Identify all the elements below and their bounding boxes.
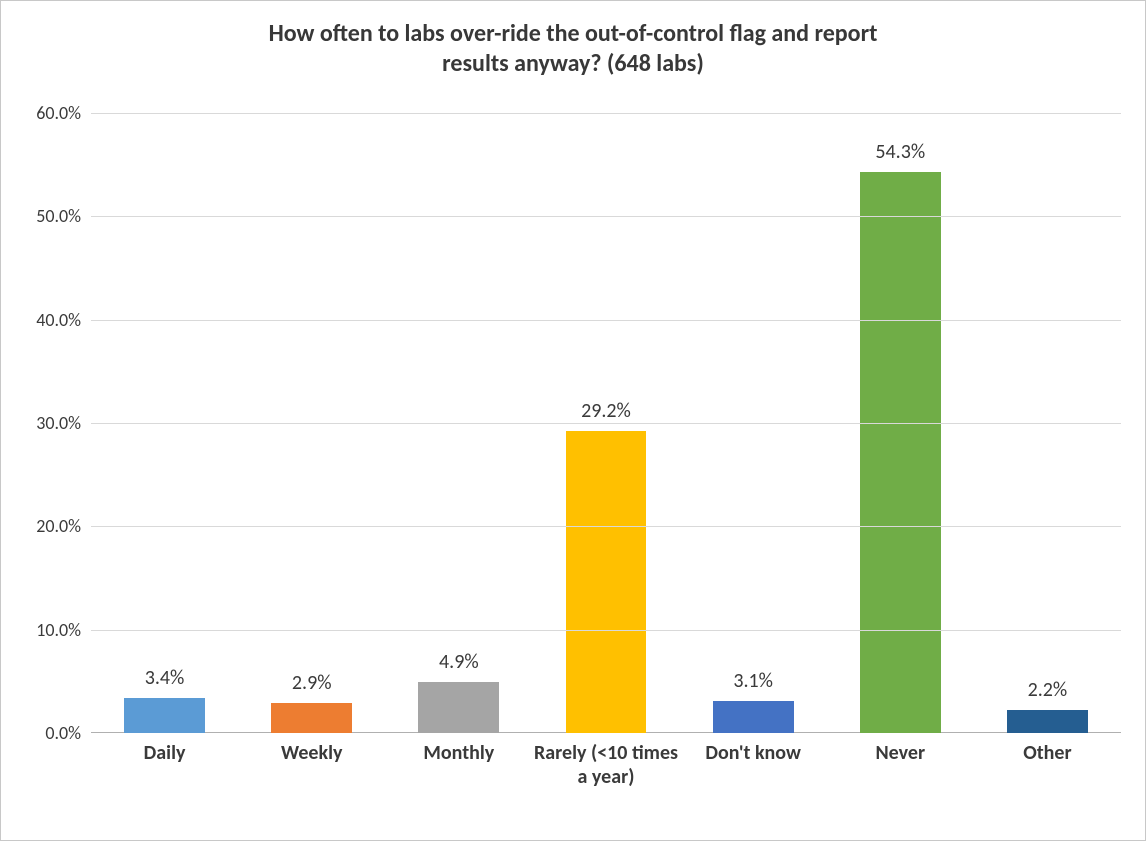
chart-frame: How often to labs over-ride the out-of-c… — [0, 0, 1146, 841]
y-tick-label: 50.0% — [36, 205, 81, 227]
y-tick-label: 0.0% — [45, 722, 81, 744]
bar: 4.9% — [418, 682, 499, 733]
bar: 3.1% — [713, 701, 794, 733]
bar-value-label: 3.4% — [145, 666, 185, 690]
y-tick-label: 30.0% — [36, 412, 81, 434]
y-tick-label: 20.0% — [36, 515, 81, 537]
x-axis-category-label: Monthly — [385, 741, 532, 765]
x-axis-category-label: Don't know — [680, 741, 827, 765]
grid-line — [91, 320, 1121, 321]
bar-value-label: 3.1% — [733, 669, 773, 693]
y-tick-label: 40.0% — [36, 309, 81, 331]
grid-line — [91, 423, 1121, 424]
bar: 3.4% — [124, 698, 205, 733]
grid-line — [91, 216, 1121, 217]
plot-area: 3.4%2.9%4.9%29.2%3.1%54.3%2.2% DailyWeek… — [91, 113, 1121, 733]
bar-value-label: 2.2% — [1028, 678, 1068, 702]
grid-line — [91, 526, 1121, 527]
y-tick-label: 60.0% — [36, 102, 81, 124]
grid-line — [91, 630, 1121, 631]
x-axis-category-label: Other — [974, 741, 1121, 765]
bar: 2.2% — [1007, 710, 1088, 733]
chart-title-line: results anyway? (648 labs) — [1, 49, 1145, 79]
bar-value-label: 54.3% — [875, 140, 925, 164]
x-axis-category-label: Weekly — [238, 741, 385, 765]
y-tick-label: 10.0% — [36, 619, 81, 641]
bar-value-label: 29.2% — [581, 399, 631, 423]
x-axis-category-label: Never — [827, 741, 974, 765]
bar-value-label: 2.9% — [292, 671, 332, 695]
bar: 2.9% — [271, 703, 352, 733]
chart-title: How often to labs over-ride the out-of-c… — [1, 19, 1145, 79]
x-axis-category-label: Daily — [91, 741, 238, 765]
bar: 54.3% — [860, 172, 941, 733]
x-axis-category-label: Rarely (<10 times a year) — [532, 741, 679, 789]
grid-line — [91, 113, 1121, 114]
chart-title-line: How often to labs over-ride the out-of-c… — [1, 19, 1145, 49]
bar-value-label: 4.9% — [439, 650, 479, 674]
bar: 29.2% — [566, 431, 647, 733]
